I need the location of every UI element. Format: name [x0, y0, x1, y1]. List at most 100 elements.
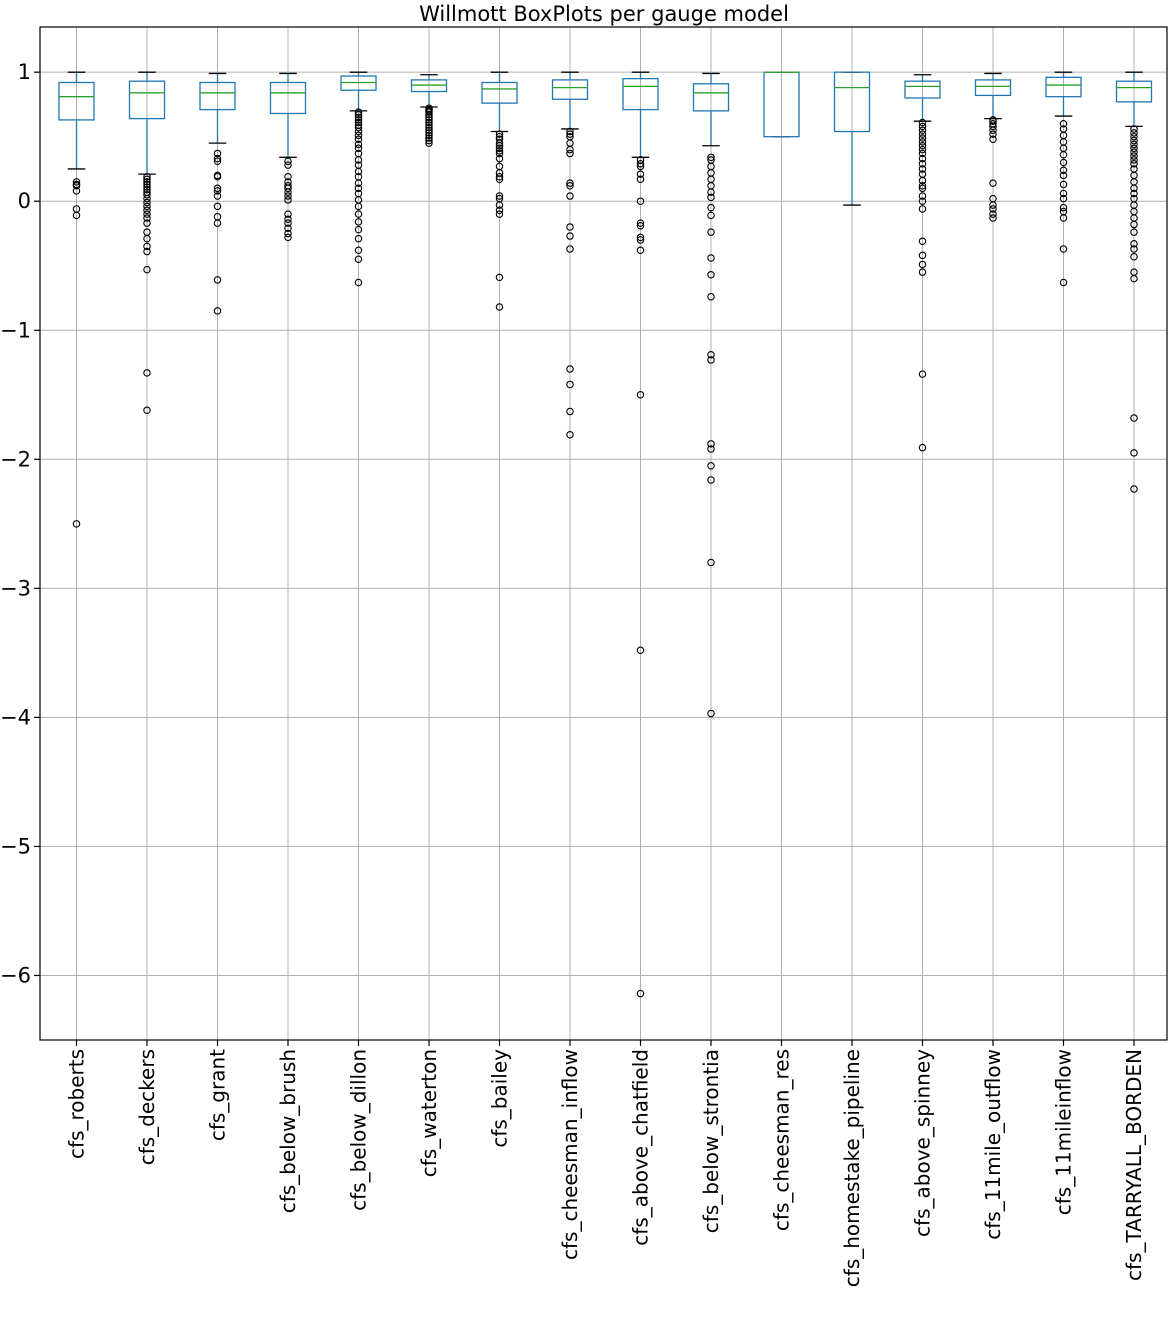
- outlier-point: [354, 108, 363, 116]
- outlier-point: [566, 127, 574, 136]
- x-tick-label: cfs_cheesman_inflow: [558, 1049, 582, 1260]
- outlier-point: [918, 176, 927, 185]
- outlier-point: [566, 365, 574, 373]
- outlier-point: [918, 160, 927, 168]
- outlier-point: [284, 210, 292, 218]
- outlier-point: [284, 224, 292, 233]
- box-cfs_above_chatfield: [622, 71, 659, 158]
- x-tick-label: cfs_below_strontia: [699, 1049, 723, 1233]
- outlier-point: [918, 251, 927, 260]
- outlier-point: [636, 197, 645, 205]
- y-tick-label: 0: [18, 189, 31, 213]
- outlier-point: [213, 187, 222, 195]
- outlier-point: [1130, 485, 1138, 493]
- outlier-point: [918, 443, 927, 452]
- outlier-point: [566, 181, 574, 190]
- outlier-point: [143, 242, 151, 251]
- outlier-point: [213, 219, 222, 227]
- outlier-point: [143, 206, 151, 214]
- outlier-point: [354, 140, 363, 149]
- outlier-point: [707, 462, 715, 470]
- outlier-point: [495, 139, 504, 147]
- iqr-box: [1045, 76, 1082, 98]
- outlier-point: [284, 215, 292, 224]
- outlier-point: [425, 123, 433, 132]
- outlier-point: [425, 139, 433, 147]
- outlier-point: [1130, 228, 1138, 236]
- y-axis-ticks: 1 0 −1 −2 −3 −4 −5 −6: [0, 60, 40, 987]
- outlier-point: [284, 229, 292, 238]
- outlier-point: [1130, 144, 1138, 153]
- outlier-points: [72, 104, 1138, 998]
- outlier-point: [1130, 220, 1138, 229]
- outlier-point: [354, 113, 363, 122]
- outlier-point: [707, 271, 715, 279]
- outlier-point: [636, 219, 645, 227]
- outlier-point: [213, 192, 222, 200]
- outlier-point: [989, 126, 997, 134]
- outlier-point: [284, 184, 292, 193]
- outlier-point: [354, 234, 363, 243]
- outlier-point: [354, 135, 363, 144]
- outlier-point: [213, 154, 222, 163]
- outlier-point: [354, 278, 363, 287]
- x-tick-label: cfs_roberts: [65, 1049, 89, 1159]
- outlier-point: [143, 198, 151, 207]
- outlier-point: [354, 255, 363, 264]
- outlier-point: [495, 175, 504, 184]
- box-cfs_below_strontia: [692, 72, 730, 147]
- outlier-point: [143, 265, 151, 274]
- outlier-point: [1059, 203, 1068, 212]
- outlier-point: [918, 130, 927, 138]
- outlier-point: [636, 646, 645, 655]
- outlier-point: [1059, 120, 1068, 128]
- box-cfs_11mile_outflow: [974, 72, 1012, 120]
- outlier-point: [918, 370, 927, 378]
- outlier-point: [566, 149, 574, 158]
- x-tick-label: cfs_above_chatfield: [629, 1049, 653, 1246]
- outlier-point: [213, 202, 222, 211]
- outlier-point: [707, 153, 715, 162]
- outlier-point: [284, 157, 292, 165]
- box-cfs_cheesman_res: [763, 71, 800, 138]
- outlier-point: [918, 268, 927, 276]
- outlier-point: [143, 234, 151, 243]
- outlier-point: [495, 303, 504, 311]
- outlier-point: [566, 245, 574, 253]
- box-cfs_deckers: [128, 71, 166, 175]
- outlier-point: [354, 179, 363, 187]
- outlier-point: [918, 197, 927, 205]
- outlier-point: [636, 175, 645, 184]
- box-cfs_11mileinflow: [1045, 71, 1082, 117]
- outlier-point: [213, 307, 222, 315]
- outlier-point: [1130, 449, 1138, 457]
- outlier-point: [213, 276, 222, 284]
- outlier-point: [918, 134, 927, 142]
- outlier-point: [143, 369, 151, 377]
- outlier-point: [1059, 245, 1068, 253]
- x-tick-label: cfs_cheesman_res: [770, 1049, 794, 1231]
- outlier-point: [566, 232, 574, 240]
- outlier-point: [918, 122, 927, 131]
- outlier-point: [495, 149, 504, 158]
- outlier-point: [707, 292, 715, 301]
- outlier-point: [566, 130, 574, 138]
- box-cfs_homestake_pipeline: [833, 71, 871, 206]
- outlier-point: [1130, 414, 1138, 422]
- plot-area-frame: [39, 26, 1168, 1041]
- outlier-point: [989, 210, 997, 218]
- outlier-point: [495, 154, 504, 163]
- outlier-point: [425, 126, 433, 134]
- outlier-point: [495, 192, 504, 200]
- outlier-point: [918, 192, 927, 200]
- outlier-point: [143, 178, 151, 186]
- x-tick-label: cfs_grant: [206, 1049, 230, 1141]
- outlier-point: [213, 172, 222, 181]
- outlier-point: [636, 246, 645, 254]
- outlier-point: [425, 121, 433, 129]
- outlier-point: [1130, 129, 1138, 137]
- y-tick-label: −5: [0, 834, 31, 858]
- outlier-point: [918, 205, 927, 213]
- outlier-point: [707, 356, 715, 364]
